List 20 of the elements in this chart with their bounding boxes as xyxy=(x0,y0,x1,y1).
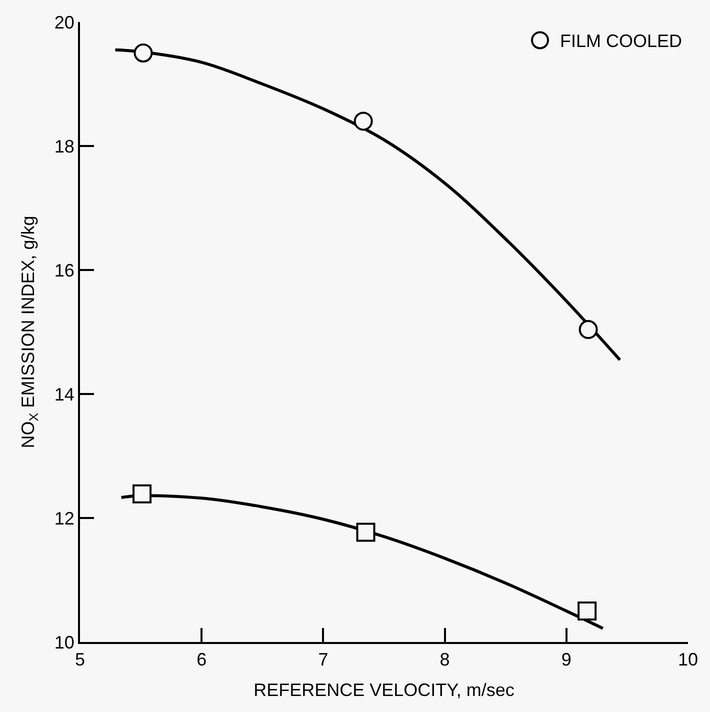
x-axis-title: REFERENCE VELOCITY, m/sec xyxy=(254,680,514,700)
point xyxy=(134,44,153,62)
y-tick-label: 18 xyxy=(54,136,74,156)
y-tick-label: 16 xyxy=(54,260,74,280)
point xyxy=(578,320,598,340)
y-tick-label: 20 xyxy=(54,12,74,32)
x-tick-label: 5 xyxy=(74,650,86,670)
x-tick-label: 9 xyxy=(561,650,572,670)
point xyxy=(132,484,152,504)
y-tick-label: 14 xyxy=(54,384,74,404)
x-tick-label: 8 xyxy=(440,650,450,670)
x-tick-label: 6 xyxy=(196,650,207,670)
legend-label: FILM COOLED xyxy=(560,31,682,52)
y-tick-label: 12 xyxy=(54,508,74,528)
x-tick-label: 7 xyxy=(318,650,328,670)
point xyxy=(578,602,597,620)
x-tick-label: 10 xyxy=(678,650,698,670)
point xyxy=(354,112,373,131)
point xyxy=(356,522,376,542)
y-tick-label: 10 xyxy=(54,632,74,652)
